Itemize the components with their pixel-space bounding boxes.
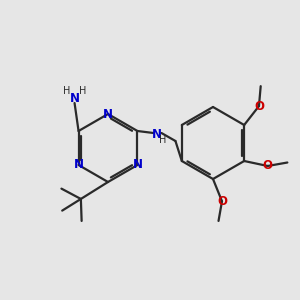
Text: N: N	[70, 92, 80, 106]
Text: H: H	[159, 135, 166, 145]
Text: N: N	[74, 158, 84, 172]
Text: H: H	[79, 86, 86, 96]
Text: N: N	[132, 158, 142, 172]
Text: O: O	[254, 100, 264, 112]
Text: O: O	[217, 195, 227, 208]
Text: N: N	[103, 107, 113, 121]
Text: H: H	[63, 86, 70, 96]
Text: O: O	[263, 160, 273, 172]
Text: N: N	[152, 128, 161, 140]
